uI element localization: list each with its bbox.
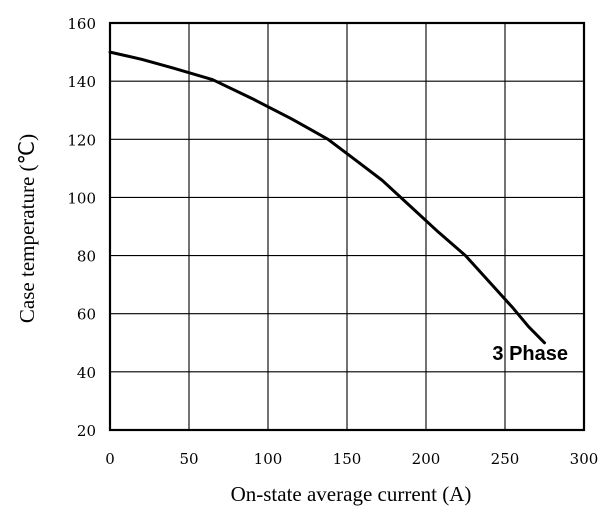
series-line-3-phase bbox=[108, 50, 546, 345]
x-axis-ticks: 0 50 100 150 200 250 300 bbox=[105, 450, 598, 468]
y-tick-label: 40 bbox=[77, 364, 96, 382]
x-tick-label: 250 bbox=[491, 450, 520, 468]
x-axis-title: On-state average current (A) bbox=[231, 482, 472, 506]
plot-frame bbox=[108, 21, 586, 432]
y-tick-label: 100 bbox=[67, 189, 96, 207]
y-tick-label: 120 bbox=[67, 131, 96, 149]
y-tick-label: 140 bbox=[67, 73, 96, 91]
x-tick-label: 0 bbox=[105, 450, 115, 468]
y-axis-ticks: 20 40 60 80 100 120 140 160 bbox=[67, 15, 96, 440]
x-tick-label: 50 bbox=[179, 450, 198, 468]
series-label: 3 Phase bbox=[492, 343, 568, 365]
grid bbox=[110, 23, 584, 430]
y-tick-label: 20 bbox=[77, 422, 96, 440]
y-axis-title: Case temperature (℃) bbox=[15, 134, 39, 323]
y-tick-label: 80 bbox=[77, 248, 96, 266]
y-tick-label: 60 bbox=[77, 306, 96, 324]
x-tick-label: 200 bbox=[412, 450, 441, 468]
x-tick-label: 300 bbox=[570, 450, 599, 468]
x-tick-label: 100 bbox=[254, 450, 283, 468]
x-tick-label: 150 bbox=[333, 450, 362, 468]
y-tick-label: 160 bbox=[67, 15, 96, 33]
